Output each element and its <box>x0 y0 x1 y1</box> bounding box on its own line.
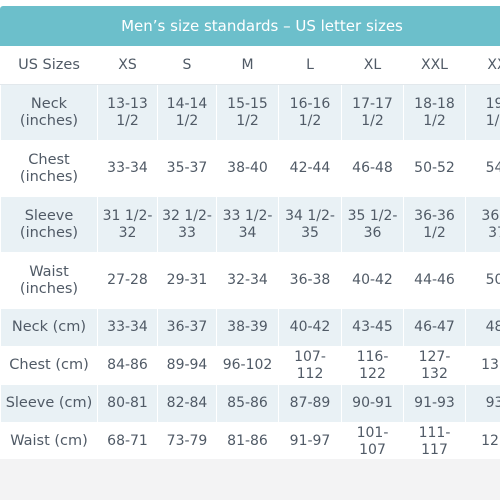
row-label-cell: Sleeve (inches) <box>0 196 98 253</box>
table-cell: 137- <box>465 346 500 385</box>
row-label-cell: Chest (cm) <box>0 346 98 385</box>
row-label-cell: Neck (cm) <box>0 308 98 347</box>
table-cell: 46-48 <box>341 140 404 197</box>
bottom-strip <box>0 459 500 500</box>
table-cell: 33-34 <box>97 140 158 197</box>
table-row: Chest (inches) 33-34 35-37 38-40 42-44 4… <box>0 140 500 197</box>
table-cell: 46-47 <box>403 308 466 347</box>
table-cell: 36 1 37 <box>465 196 500 253</box>
header-label-cell: US Sizes <box>0 46 98 85</box>
table-cell: 50- <box>465 252 500 309</box>
table-cell: 33-34 <box>97 308 158 347</box>
table-cell: 81-86 <box>216 422 279 461</box>
table-cell: 87-89 <box>278 384 342 423</box>
table-cell: 116-122 <box>341 346 404 385</box>
table-cell: 127-132 <box>403 346 466 385</box>
table-cell: 40-42 <box>341 252 404 309</box>
table-cell: 84-86 <box>97 346 158 385</box>
table-cell: 32-34 <box>216 252 279 309</box>
table-row: Chest (cm) 84-86 89-94 96-102 107-112 11… <box>0 346 500 385</box>
table-cell: 91-93 <box>403 384 466 423</box>
table-cell: 80-81 <box>97 384 158 423</box>
table-cell: 43-45 <box>341 308 404 347</box>
table-cell: 127- <box>465 422 500 461</box>
table-cell: 44-46 <box>403 252 466 309</box>
chart-title: Men’s size standards – US letter sizes <box>0 6 500 46</box>
table-cell: 36-38 <box>278 252 342 309</box>
table-cell: 31 1/2- 32 <box>97 196 158 253</box>
table-cell: 68-71 <box>97 422 158 461</box>
table-cell: 13-13 1/2 <box>97 84 158 141</box>
table-cell: 35 1/2- 36 <box>341 196 404 253</box>
size-header-cell: S <box>157 46 217 85</box>
table-cell: 33 1/2- 34 <box>216 196 279 253</box>
table-cell: 82-84 <box>157 384 217 423</box>
table-cell: 42-44 <box>278 140 342 197</box>
table-cell: 17-17 1/2 <box>341 84 404 141</box>
table-row: Waist (inches) 27-28 29-31 32-34 36-38 4… <box>0 252 500 309</box>
table-cell: 50-52 <box>403 140 466 197</box>
table-cell: 27-28 <box>97 252 158 309</box>
row-label-cell: Chest (inches) <box>0 140 98 197</box>
size-header-cell: M <box>216 46 279 85</box>
table-row: Waist (cm) 68-71 73-79 81-86 91-97 101-1… <box>0 422 500 461</box>
table-cell: 40-42 <box>278 308 342 347</box>
size-header-cell: XS <box>97 46 158 85</box>
row-label-cell: Waist (inches) <box>0 252 98 309</box>
size-header-cell: XX <box>465 46 500 85</box>
table-cell: 32 1/2- 33 <box>157 196 217 253</box>
table-cell: 96-102 <box>216 346 279 385</box>
table-row: Sleeve (inches) 31 1/2- 32 32 1/2- 33 33… <box>0 196 500 253</box>
table-cell: 93- <box>465 384 500 423</box>
table-row: Sleeve (cm) 80-81 82-84 85-86 87-89 90-9… <box>0 384 500 423</box>
size-header-cell: XL <box>341 46 404 85</box>
size-header-cell: L <box>278 46 342 85</box>
table-cell: 16-16 1/2 <box>278 84 342 141</box>
table-cell: 89-94 <box>157 346 217 385</box>
table-cell: 90-91 <box>341 384 404 423</box>
table-cell: 54- <box>465 140 500 197</box>
table-cell: 36-36 1/2 <box>403 196 466 253</box>
table-cell: 111-117 <box>403 422 466 461</box>
size-header-cell: XXL <box>403 46 466 85</box>
table-cell: 38-39 <box>216 308 279 347</box>
table-cell: 14-14 1/2 <box>157 84 217 141</box>
table-cell: 29-31 <box>157 252 217 309</box>
size-table: US Sizes XS S M L XL XXL XX Neck (inches… <box>0 46 500 461</box>
table-row: Neck (cm) 33-34 36-37 38-39 40-42 43-45 … <box>0 308 500 347</box>
row-label-cell: Neck (inches) <box>0 84 98 141</box>
table-cell: 36-37 <box>157 308 217 347</box>
table-cell: 91-97 <box>278 422 342 461</box>
table-cell: 85-86 <box>216 384 279 423</box>
row-label-cell: Waist (cm) <box>0 422 98 461</box>
table-cell: 101-107 <box>341 422 404 461</box>
row-label-cell: Sleeve (cm) <box>0 384 98 423</box>
table-cell: 73-79 <box>157 422 217 461</box>
table-cell: 15-15 1/2 <box>216 84 279 141</box>
table-row: Neck (inches) 13-13 1/2 14-14 1/2 15-15 … <box>0 84 500 141</box>
table-cell: 48- <box>465 308 500 347</box>
table-cell: 34 1/2- 35 <box>278 196 342 253</box>
table-cell: 35-37 <box>157 140 217 197</box>
table-cell: 107-112 <box>278 346 342 385</box>
table-cell: 18-18 1/2 <box>403 84 466 141</box>
table-cell: 19- 1/2 <box>465 84 500 141</box>
table-cell: 38-40 <box>216 140 279 197</box>
size-header-row: US Sizes XS S M L XL XXL XX <box>0 46 500 85</box>
